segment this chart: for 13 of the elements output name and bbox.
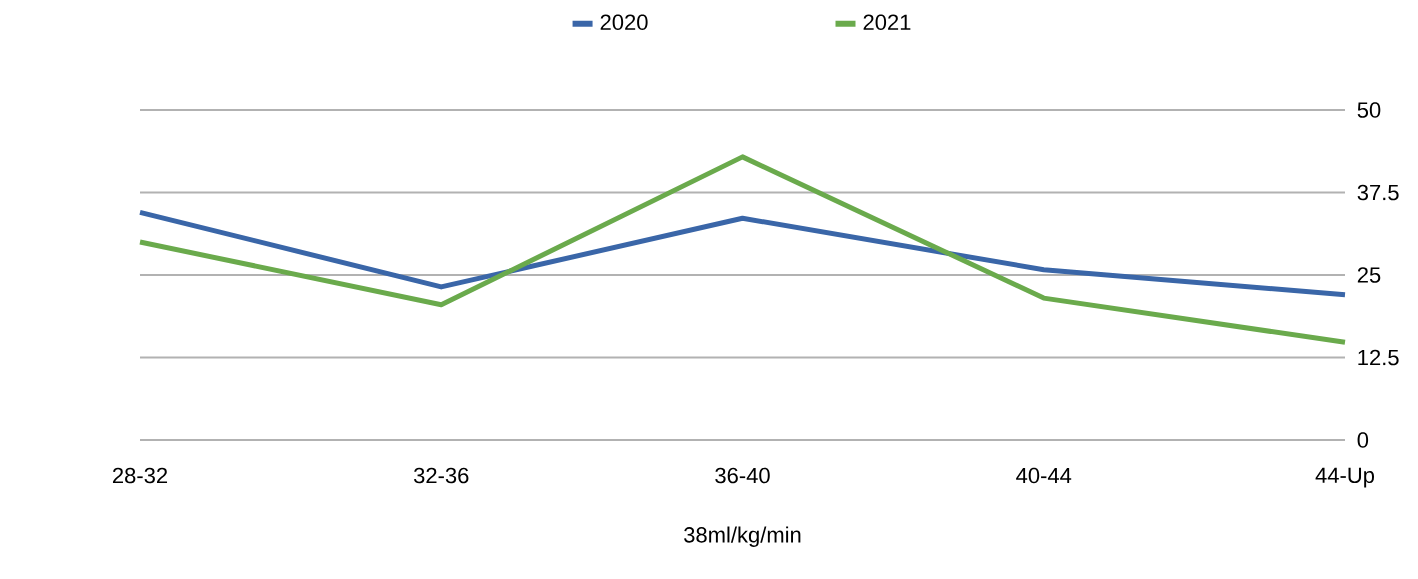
y-tick-label: 50 [1357,102,1381,118]
y-tick-label: 37.5 [1357,184,1399,201]
x-axis-title: 38ml/kg/min [684,526,801,547]
y-tick-label: 0 [1357,432,1369,448]
legend-label: 2021 [863,14,911,30]
x-tick-label: 44-Up [1315,467,1375,488]
legend-label: 2020 [600,14,648,30]
y-tick-label: 12.5 [1358,349,1399,366]
x-tick-label: 32-36 [413,467,469,484]
x-tick-label: 28-32 [112,467,168,484]
y-tick-label: 25 [1357,267,1381,283]
x-tick-label: 36-40 [715,467,770,484]
x-tick-label: 40-44 [1016,467,1072,484]
